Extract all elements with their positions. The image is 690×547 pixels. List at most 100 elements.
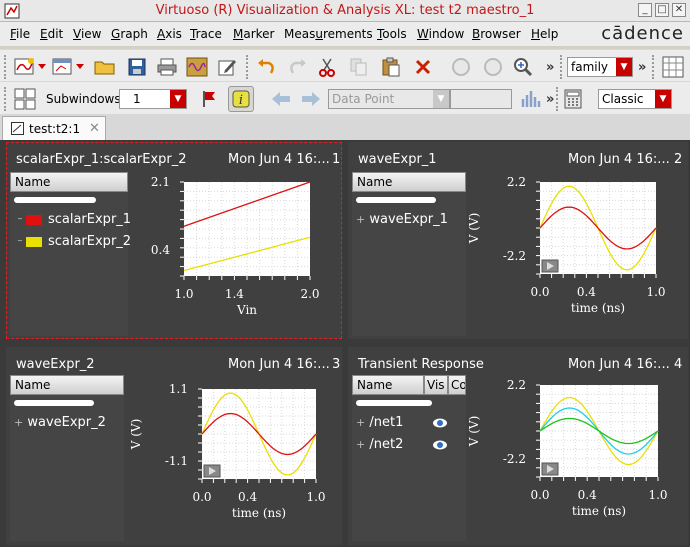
- trace-line-2[interactable]: [183, 236, 311, 272]
- delete-icon[interactable]: [410, 54, 436, 80]
- trace-item-net2[interactable]: + /net2: [356, 437, 404, 452]
- style-select[interactable]: Classic ▼: [598, 89, 672, 109]
- visible-eye-icon[interactable]: [432, 417, 448, 429]
- undo-icon[interactable]: [254, 54, 280, 80]
- next-point-icon[interactable]: [298, 86, 324, 112]
- toolbar-grip[interactable]: [652, 55, 658, 79]
- toolbar-overflow-button-3[interactable]: »: [546, 92, 555, 107]
- x-axis-label: time (ns): [232, 506, 286, 520]
- print-icon[interactable]: [154, 54, 180, 80]
- waveform-export-icon[interactable]: [184, 54, 210, 80]
- tree-header-name[interactable]: Name: [10, 172, 128, 192]
- toolbar-grip[interactable]: [556, 87, 562, 111]
- menu-view[interactable]: View: [73, 27, 102, 41]
- new-window-dropdown-icon[interactable]: [36, 54, 48, 80]
- tree-scrollbar[interactable]: [14, 197, 96, 203]
- menu-measurements[interactable]: Measurements: [284, 27, 373, 41]
- edit-properties-icon[interactable]: [214, 54, 240, 80]
- copy-icon[interactable]: [346, 54, 372, 80]
- trace-line-2[interactable]: [539, 206, 657, 250]
- tree-scrollbar[interactable]: [356, 400, 432, 406]
- zoom-fit-icon[interactable]: [510, 54, 536, 80]
- graph-plot[interactable]: 1.1 -1.1 0.0 0.4 1.0 time (ns) V (V): [124, 375, 342, 543]
- save-icon[interactable]: [124, 54, 150, 80]
- graph-plot[interactable]: 2.2 -2.2 0.0 0.4 1.0 time (ns) V (V): [466, 375, 688, 543]
- flag-icon[interactable]: [196, 86, 222, 112]
- toolbar-grip[interactable]: [560, 55, 566, 79]
- menu-browser[interactable]: Browser: [472, 27, 521, 41]
- grid-layout-icon[interactable]: [660, 54, 686, 80]
- new-subwindow-icon[interactable]: [50, 54, 76, 80]
- subwindow-date: Mon Jun 4 16:...: [568, 152, 670, 167]
- subwindow-2[interactable]: waveExpr_1 Mon Jun 4 16:... 2 Name + wav…: [348, 142, 688, 339]
- subwindow-3[interactable]: waveExpr_2 Mon Jun 4 16:... 3 Name + wav…: [6, 347, 342, 545]
- zoom-in-icon[interactable]: [448, 54, 474, 80]
- trace-item-scalarexpr-2[interactable]: ╶ scalarExpr_2: [14, 234, 132, 249]
- tab-test-t2-1[interactable]: test:t2:1 ✕: [2, 116, 106, 140]
- menu-axis[interactable]: Axis: [157, 27, 182, 41]
- trace-item-waveexpr-1[interactable]: + waveExpr_1: [356, 212, 448, 227]
- graph-plot[interactable]: 2.1 0.4 1.0 1.4 2.0 Vin: [128, 172, 342, 338]
- graph-plot[interactable]: 2.2 -2.2 0.0 0.4 1.0 time (ns) V (V): [466, 172, 688, 338]
- toolbar-overflow-button[interactable]: »: [546, 60, 555, 75]
- menu-graph[interactable]: Graph: [111, 27, 148, 41]
- play-icon: [547, 262, 554, 270]
- trace-line-1[interactable]: [183, 181, 311, 227]
- data-point-value-field[interactable]: [450, 89, 512, 109]
- tree-scrollbar[interactable]: [14, 400, 94, 406]
- trace-item-net1[interactable]: + /net1: [356, 415, 404, 430]
- tree-header-name[interactable]: Name: [10, 375, 124, 395]
- new-subwindow-dropdown-icon[interactable]: [74, 54, 86, 80]
- open-folder-icon[interactable]: [92, 54, 118, 80]
- minimize-button[interactable]: _: [638, 3, 652, 17]
- tree-header-color[interactable]: Co: [448, 375, 466, 395]
- close-icon[interactable]: ✕: [89, 121, 100, 136]
- menu-window[interactable]: Window: [417, 27, 465, 41]
- x-tick-label: 0.4: [577, 285, 596, 299]
- subwindow-4[interactable]: Transient Response Mon Jun 4 16:... 4 Na…: [348, 347, 688, 545]
- redo-icon[interactable]: [284, 54, 310, 80]
- previous-point-icon[interactable]: [268, 86, 294, 112]
- subwindow-toolbar: Subwindows: 1 ▼ i Data Point ▼ » Classic…: [0, 81, 690, 117]
- paste-icon[interactable]: [378, 54, 404, 80]
- menu-help[interactable]: Help: [531, 27, 559, 41]
- data-point-select[interactable]: Data Point ▼: [328, 89, 450, 109]
- menu-marker[interactable]: Marker: [233, 27, 275, 41]
- tree-header-name[interactable]: Name: [352, 375, 424, 395]
- title-bar: Virtuoso (R) Visualization & Analysis XL…: [0, 0, 690, 22]
- trace-line-2[interactable]: [201, 412, 317, 456]
- trace-line-3[interactable]: [539, 417, 659, 445]
- menu-tools[interactable]: Tools: [377, 27, 407, 41]
- tree-scrollbar[interactable]: [356, 197, 436, 203]
- window-title: Virtuoso (R) Visualization & Analysis XL…: [155, 3, 535, 18]
- subwindow-index: 1: [332, 152, 341, 167]
- graph-workspace: scalarExpr_1:scalarExpr_2 Mon Jun 4 16:.…: [0, 140, 690, 547]
- toolbar-grip[interactable]: [4, 87, 10, 111]
- maximize-button[interactable]: □: [655, 3, 669, 17]
- trace-item-scalarexpr-1[interactable]: ╶ scalarExpr_1: [14, 212, 132, 227]
- cut-icon[interactable]: [314, 54, 340, 80]
- menu-trace[interactable]: Trace: [190, 27, 222, 41]
- tree-header-vis[interactable]: Vis: [424, 375, 448, 395]
- close-button[interactable]: ✕: [672, 3, 686, 17]
- calculator-icon[interactable]: [560, 86, 586, 112]
- new-window-icon[interactable]: [12, 54, 38, 80]
- menu-bar: File Edit View Graph Axis Trace Marker M…: [0, 22, 690, 46]
- zoom-out-icon[interactable]: [480, 54, 506, 80]
- x-tick-label: 1.4: [225, 287, 244, 301]
- family-select[interactable]: family ▼: [567, 57, 633, 77]
- toolbar-grip[interactable]: [246, 55, 252, 79]
- toolbar-grip[interactable]: [4, 55, 10, 79]
- subwindows-select[interactable]: 1 ▼: [119, 89, 187, 109]
- trace-item-waveexpr-2[interactable]: + waveExpr_2: [14, 415, 106, 430]
- toolbar-overflow-button-2[interactable]: »: [638, 60, 647, 75]
- histogram-icon[interactable]: [518, 86, 544, 112]
- menu-file[interactable]: File: [10, 27, 31, 41]
- info-icon[interactable]: i: [228, 86, 254, 112]
- subwindow-grid-icon[interactable]: [12, 86, 38, 112]
- y-axis-label: V (V): [129, 419, 143, 451]
- subwindow-1[interactable]: scalarExpr_1:scalarExpr_2 Mon Jun 4 16:.…: [6, 142, 342, 339]
- tree-header-name[interactable]: Name: [352, 172, 466, 192]
- menu-edit[interactable]: Edit: [40, 27, 64, 41]
- visible-eye-icon[interactable]: [432, 439, 448, 451]
